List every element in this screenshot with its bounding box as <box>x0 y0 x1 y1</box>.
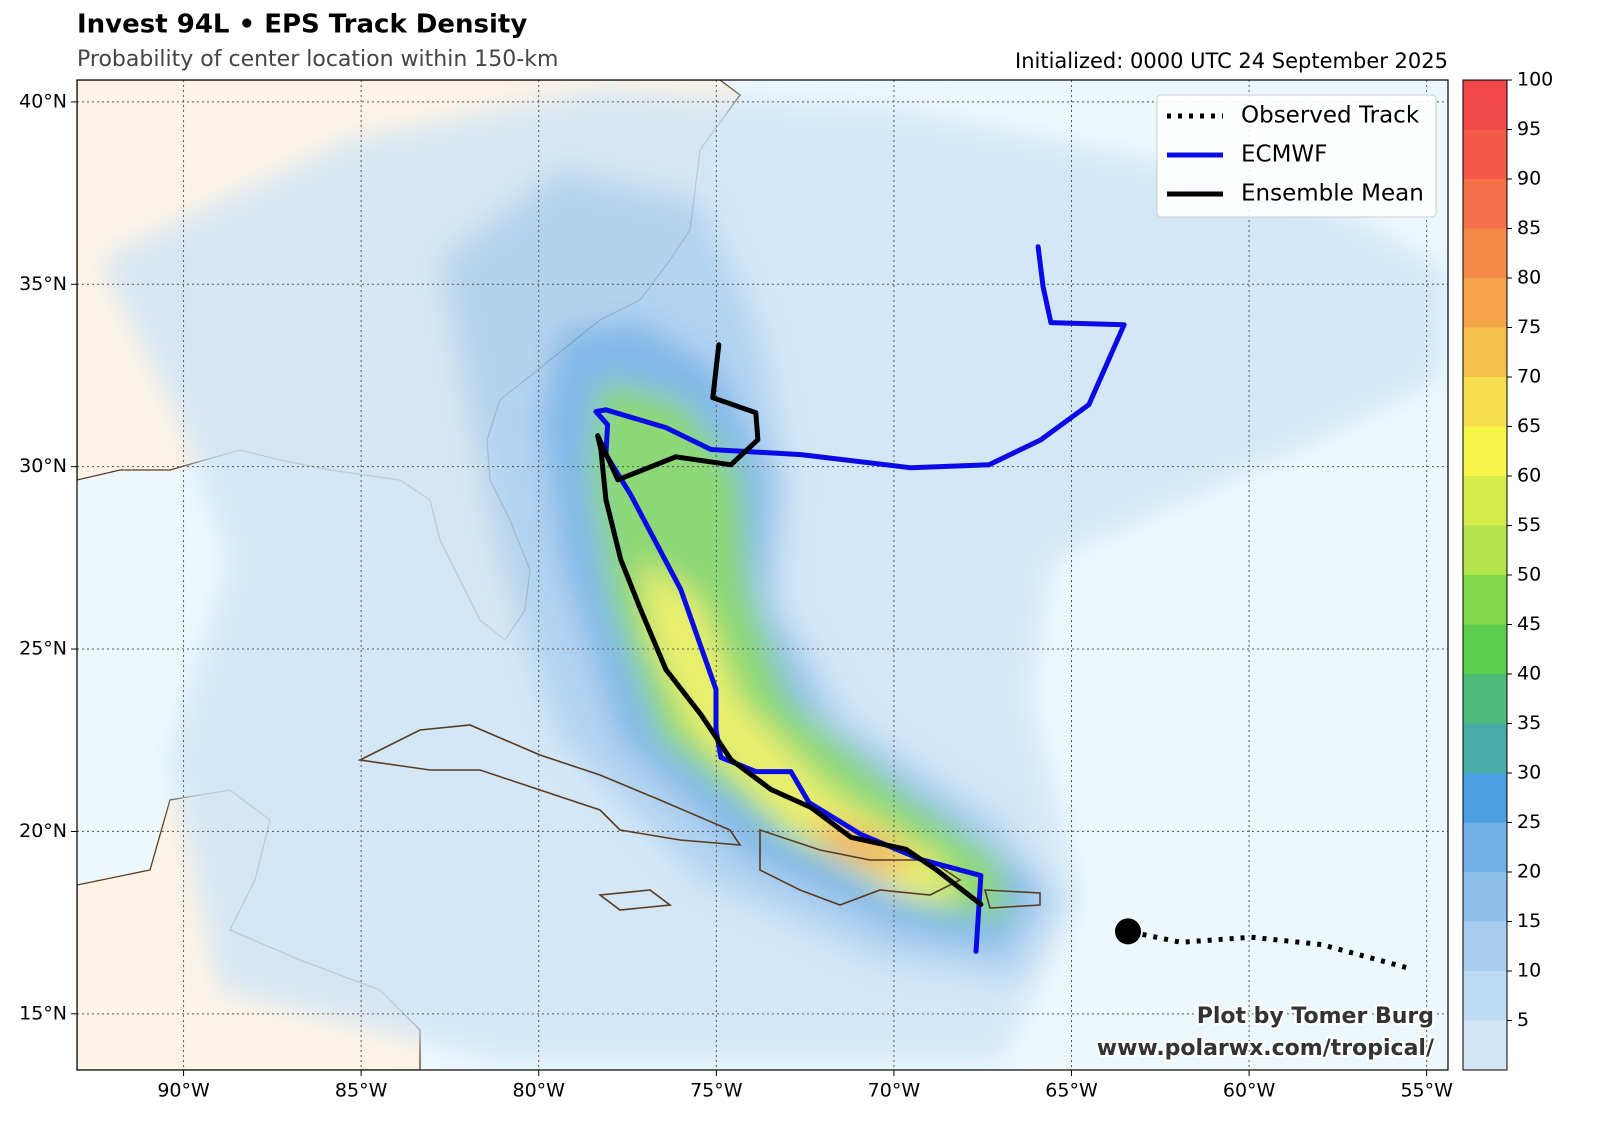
colorbar-tick-label: 10 <box>1517 960 1541 982</box>
map-frame <box>76 79 1449 1071</box>
colorbar-tick-label: 30 <box>1517 762 1541 784</box>
colorbar-segment <box>1463 228 1507 278</box>
lat-tick-label: 20°N <box>19 820 67 842</box>
colorbar-tick-label: 60 <box>1517 465 1541 487</box>
lat-tick-label: 15°N <box>19 1002 67 1024</box>
colorbar-segment <box>1463 377 1507 427</box>
legend-label: ECMWF <box>1241 142 1327 168</box>
lat-tick-label: 25°N <box>19 638 67 660</box>
legend: Observed Track ECMWF Ensemble Mean <box>1156 94 1437 218</box>
colorbar-segment <box>1463 476 1507 526</box>
colorbar-tick-label: 20 <box>1517 861 1541 883</box>
lon-tick-label: 80°W <box>513 1080 566 1102</box>
axis-ticks: 90°W 85°W 80°W 75°W 70°W 65°W 60°W 55°W 15°N 20°N… <box>19 90 1453 1101</box>
colorbar-tick-label: 65 <box>1517 415 1541 437</box>
lon-tick-label: 90°W <box>157 1080 210 1102</box>
colorbar-tick-label: 25 <box>1517 811 1541 833</box>
lon-tick-label: 65°W <box>1045 1080 1098 1102</box>
legend-label: Ensemble Mean <box>1241 181 1424 207</box>
track-line <box>595 342 984 907</box>
colorbar-tick-label: 40 <box>1517 663 1541 685</box>
colorbar-tick-label: 5 <box>1517 1009 1529 1031</box>
colorbar-tick-label: 15 <box>1517 910 1541 932</box>
lat-tick-label: 40°N <box>19 90 67 112</box>
lat-tick-label: 35°N <box>19 273 67 295</box>
legend-box <box>1156 94 1437 218</box>
lon-tick-label: 55°W <box>1400 1080 1453 1102</box>
colorbar-tick-label: 35 <box>1517 712 1541 734</box>
track-line <box>593 244 1127 954</box>
colorbar-segment <box>1463 971 1507 1021</box>
colorbar-tick-label: 80 <box>1517 267 1541 289</box>
lat-tick-label: 30°N <box>19 455 67 477</box>
colorbar-segment <box>1463 80 1507 130</box>
cuba <box>357 724 742 846</box>
map-area <box>77 80 1448 1070</box>
title: Invest 94L • EPS Track Density <box>77 10 527 40</box>
colorbar-segment <box>1463 426 1507 476</box>
colorbar-segment <box>1463 872 1507 922</box>
colorbar-segment <box>1463 674 1507 724</box>
colorbar-segment <box>1463 575 1507 625</box>
colorbar-tick-label: 70 <box>1517 366 1541 388</box>
colorbar-segment <box>1463 278 1507 328</box>
credit-author: Plot by Tomer Burg <box>1197 1004 1434 1029</box>
colorbar-segment <box>1463 624 1507 674</box>
lon-tick-label: 70°W <box>868 1080 921 1102</box>
colorbar-segment <box>1463 773 1507 823</box>
colorbar-tick-label: 90 <box>1517 168 1541 190</box>
colorbar-tick-label: 50 <box>1517 564 1541 586</box>
jamaica <box>597 889 673 911</box>
current-position <box>1114 918 1141 945</box>
lon-tick-label: 85°W <box>335 1080 388 1102</box>
colorbar-tick-label: 45 <box>1517 613 1541 635</box>
credit-url: www.polarwx.com/tropical/ <box>1097 1036 1435 1061</box>
colorbar-tick-label: 85 <box>1517 217 1541 239</box>
colorbar-segment <box>1463 179 1507 229</box>
colorbar-segment <box>1463 129 1507 179</box>
lon-tick-label: 60°W <box>1223 1080 1276 1102</box>
colorbar-segment <box>1463 921 1507 971</box>
colorbar-segment <box>1463 723 1507 773</box>
puerto-rico <box>983 889 1041 909</box>
colorbar-segment <box>1463 327 1507 377</box>
colorbar-segment <box>1463 525 1507 575</box>
initialized: Initialized: 0000 UTC 24 September 2025 <box>1015 49 1448 73</box>
colorbar-segment <box>1463 822 1507 872</box>
colorbar-tick-label: 75 <box>1517 316 1541 338</box>
colorbar: 5 10 15 20 25 30 35 40 45 50 55 60 65 70 75 80 85 90 95 100 <box>1462 69 1553 1071</box>
colorbar-segment <box>1463 1020 1507 1070</box>
colorbar-tick-label: 100 <box>1517 69 1553 91</box>
subtitle: Probability of center location within 15… <box>77 47 558 72</box>
colorbar-tick-label: 55 <box>1517 514 1541 536</box>
colorbar-tick-label: 95 <box>1517 118 1541 140</box>
hispaniola <box>759 828 962 906</box>
track-line <box>1127 928 1407 970</box>
lon-tick-label: 75°W <box>690 1080 743 1102</box>
legend-label: Observed Track <box>1241 103 1420 129</box>
grid <box>77 80 1448 1070</box>
tracks <box>593 244 1407 970</box>
